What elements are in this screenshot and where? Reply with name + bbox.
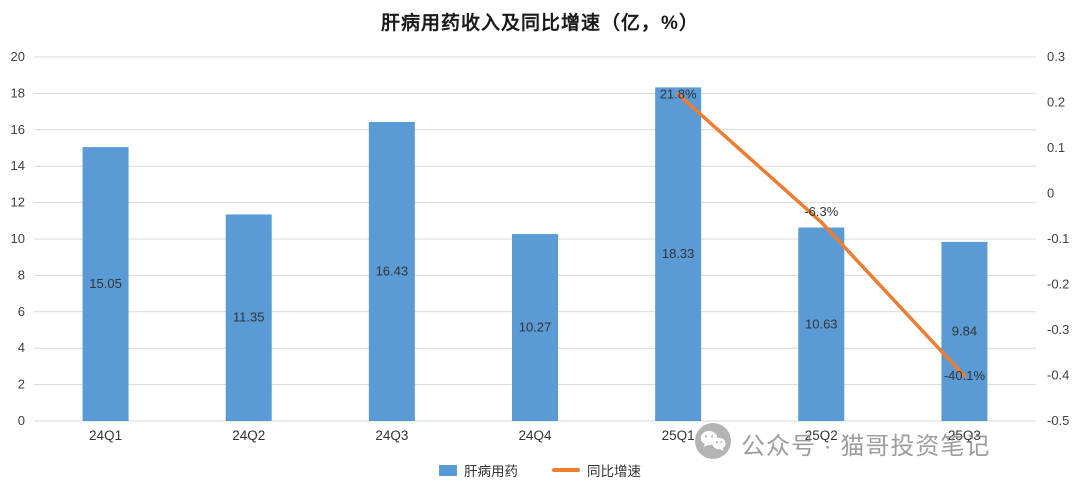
legend: 肝病用药 同比增速: [0, 460, 1080, 480]
left-axis-tick-label: 18: [11, 85, 25, 100]
right-axis-tick-label: 0: [1047, 186, 1054, 201]
left-axis-tick-label: 16: [11, 122, 25, 137]
left-axis-tick-label: 6: [18, 304, 25, 319]
bar-25Q2: [798, 227, 845, 421]
bar-value-label: 9.84: [952, 323, 977, 338]
bar-24Q1: [82, 147, 129, 421]
right-axis-tick-label: 0.1: [1047, 140, 1065, 155]
left-axis-tick-label: 10: [11, 231, 25, 246]
bar-24Q3: [368, 121, 415, 421]
legend-item-line: 同比增速: [552, 460, 641, 480]
legend-label: 同比增速: [587, 464, 641, 479]
left-axis-tick-label: 12: [11, 195, 25, 210]
bar-value-label: 11.35: [233, 310, 265, 325]
line-value-label: 21.8%: [660, 86, 697, 101]
line-value-label: -40.1%: [944, 368, 986, 383]
left-axis-tick-label: 14: [11, 158, 25, 173]
legend-bar-marker: [439, 464, 457, 476]
left-axis-tick-label: 2: [18, 377, 25, 392]
left-axis-tick-label: 4: [18, 340, 25, 355]
bar-value-label: 10.63: [805, 316, 838, 331]
bar-value-label: 15.05: [89, 276, 122, 291]
category-label: 25Q3: [948, 428, 981, 443]
right-axis-tick-label: 0.3: [1047, 49, 1065, 64]
bar-24Q4: [512, 234, 558, 421]
left-axis-tick-label: 8: [18, 267, 25, 282]
right-axis-tick-label: -0.5: [1047, 413, 1069, 428]
bar-25Q3: [941, 241, 988, 421]
bar-value-label: 10.27: [519, 320, 552, 335]
line-value-label: -6.3%: [804, 204, 838, 219]
right-axis-tick-label: -0.1: [1047, 231, 1069, 246]
legend-item-bar: 肝病用药: [439, 460, 518, 480]
right-axis-tick-label: -0.3: [1047, 322, 1069, 337]
legend-line-marker: [552, 468, 580, 472]
right-axis-tick-label: -0.4: [1047, 368, 1069, 383]
legend-label: 肝病用药: [464, 464, 518, 479]
category-label: 24Q1: [89, 428, 122, 443]
category-label: 24Q3: [375, 428, 408, 443]
bar-24Q2: [225, 214, 272, 421]
category-label: 25Q1: [662, 428, 695, 443]
left-axis-tick-label: 0: [18, 413, 25, 428]
bar-value-label: 16.43: [376, 263, 409, 278]
category-label: 24Q2: [232, 428, 265, 443]
growth-line: [676, 92, 967, 378]
category-label: 25Q2: [805, 428, 838, 443]
category-label: 24Q4: [518, 428, 552, 443]
right-axis-tick-label: 0.2: [1047, 95, 1065, 110]
bar-25Q1: [655, 87, 702, 422]
right-axis-tick-label: -0.2: [1047, 277, 1069, 292]
chart-title: 肝病用药收入及同比增速（亿，%）: [381, 13, 699, 34]
left-axis-tick-label: 20: [11, 49, 25, 64]
bar-value-label: 18.33: [662, 246, 695, 261]
